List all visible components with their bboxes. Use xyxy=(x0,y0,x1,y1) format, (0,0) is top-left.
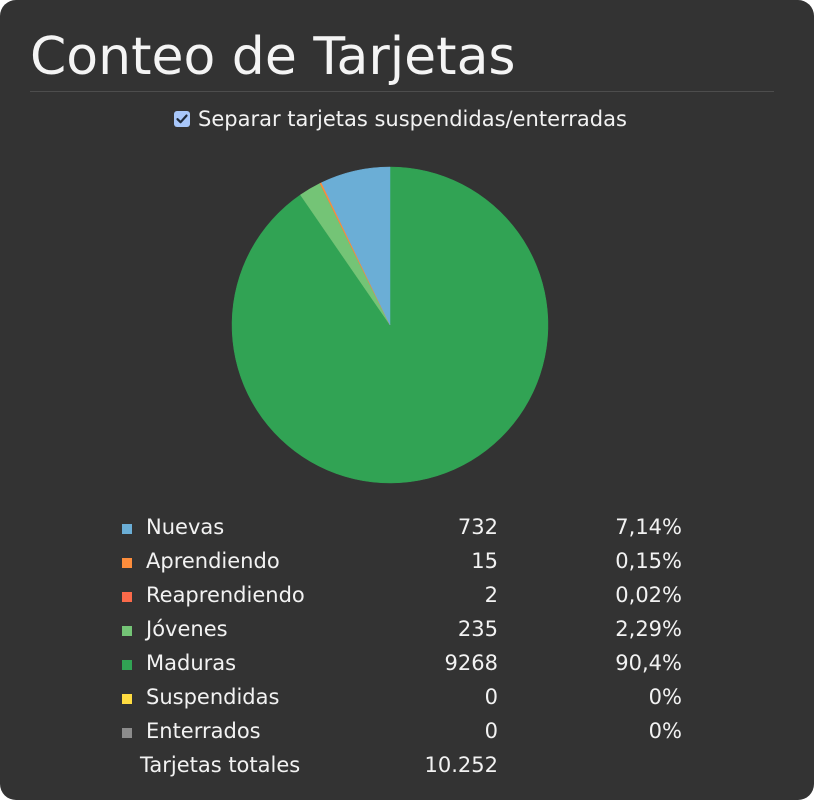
legend-count: 235 xyxy=(457,617,498,641)
separate-option[interactable]: Separar tarjetas suspendidas/enterradas xyxy=(174,106,627,132)
page-title: Conteo de Tarjetas xyxy=(30,27,516,87)
legend-percent: 90,4% xyxy=(615,651,682,675)
legend-percent: 0% xyxy=(648,685,682,709)
legend-row-aprendiendo: Aprendiendo 15 0,15% xyxy=(120,546,700,580)
legend-label: Aprendiendo xyxy=(146,549,280,573)
separate-option-label: Separar tarjetas suspendidas/enterradas xyxy=(198,107,627,131)
legend-percent: 7,14% xyxy=(615,515,682,539)
legend-percent: 0,02% xyxy=(615,583,682,607)
legend-percent: 0,15% xyxy=(615,549,682,573)
legend-row-reaprendiendo: Reaprendiendo 2 0,02% xyxy=(120,580,700,614)
legend-row-jovenes: Jóvenes 235 2,29% xyxy=(120,614,700,648)
legend-swatch xyxy=(122,694,132,704)
legend-count: 9268 xyxy=(444,651,498,675)
legend-swatch xyxy=(122,626,132,636)
separate-checkbox[interactable] xyxy=(174,111,190,127)
title-divider xyxy=(30,91,774,92)
legend-count: 732 xyxy=(457,515,498,539)
legend-percent: 2,29% xyxy=(615,617,682,641)
legend-row-total: Tarjetas totales 10.252 xyxy=(120,750,700,784)
legend-count: 0 xyxy=(484,719,498,743)
legend-swatch xyxy=(122,524,132,534)
legend-row-nuevas: Nuevas 732 7,14% xyxy=(120,512,700,546)
legend-swatch xyxy=(122,660,132,670)
legend-label: Reaprendiendo xyxy=(146,583,305,607)
total-value: 10.252 xyxy=(424,753,498,777)
legend-label: Nuevas xyxy=(146,515,225,539)
legend-table: Nuevas 732 7,14% Aprendiendo 15 0,15% Reaprend… xyxy=(120,512,700,784)
pie-chart xyxy=(231,166,549,484)
legend-count: 15 xyxy=(471,549,498,573)
legend-swatch xyxy=(122,592,132,602)
legend-count: 2 xyxy=(484,583,498,607)
legend-label: Jóvenes xyxy=(146,617,228,641)
legend-row-enterrados: Enterrados 0 0% xyxy=(120,716,700,750)
legend-label: Maduras xyxy=(146,651,237,675)
check-icon xyxy=(176,114,188,124)
legend-label: Enterrados xyxy=(146,719,261,743)
legend-count: 0 xyxy=(484,685,498,709)
legend-swatch xyxy=(122,558,132,568)
legend-row-maduras: Maduras 9268 90,4% xyxy=(120,648,700,682)
legend-row-suspendidas: Suspendidas 0 0% xyxy=(120,682,700,716)
legend-label: Suspendidas xyxy=(146,685,280,709)
pie-slice-nuevas[interactable] xyxy=(321,166,391,326)
legend-swatch xyxy=(122,728,132,738)
legend-percent: 0% xyxy=(648,719,682,743)
total-label: Tarjetas totales xyxy=(140,753,301,777)
